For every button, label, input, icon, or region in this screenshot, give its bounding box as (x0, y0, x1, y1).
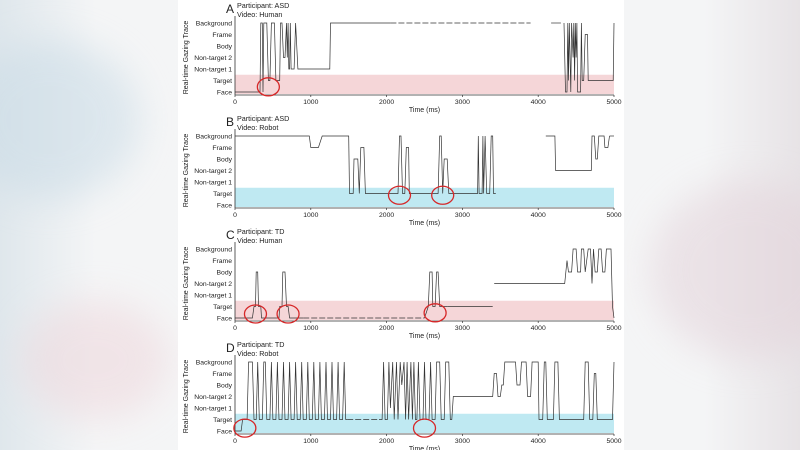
panel-b-x-tick-label: 0 (233, 212, 237, 219)
panel-d-y-tick-label: Body (217, 382, 233, 389)
panel-a-x-tick-label: 5000 (606, 99, 621, 106)
panel-c-gaze-trace-c (494, 248, 615, 319)
panel-b-highlight-band (235, 187, 614, 207)
panel-c-x-tick-label: 2000 (379, 325, 394, 332)
panel-d-highlight-circle (233, 418, 257, 438)
panel-c-gaze-trace (235, 271, 304, 319)
panel-c-gaze-trace-extra (424, 271, 448, 319)
panel-b-participant: Participant: ASD (237, 114, 289, 123)
panel-b-video: Video: Robot (237, 123, 278, 132)
panel-c-x-tick-label: 3000 (455, 325, 470, 332)
panel-c-highlight-circle (423, 303, 447, 323)
panel-a-participant: Participant: ASD (237, 1, 289, 10)
panel-a-x-tick-label: 3000 (455, 99, 470, 106)
panel-a-gaze-trace-b (563, 22, 615, 93)
panel-a-gaze-trace (235, 22, 391, 93)
panel-a-highlight-circle (256, 77, 281, 97)
panel-d-x-axis-label: Time (ms) (409, 446, 440, 450)
panel-c-x-tick-label: 0 (233, 325, 237, 332)
panel-a-x-axis-label: Time (ms) (409, 107, 440, 114)
panel-a-y-tick-label: Target (213, 78, 232, 85)
panel-d-y-tick-label: Non-target 1 (194, 405, 232, 412)
panel-d-highlight-band (235, 413, 614, 433)
panel-b-x-tick-label: 5000 (606, 212, 621, 219)
panel-c-y-tick-label: Non-target 1 (194, 292, 232, 299)
panel-a-label: A (226, 2, 234, 16)
panel-a-x-tick-label: 0 (233, 99, 237, 106)
panel-d-y-axis-label: Real-time Gazing Trace (183, 360, 190, 434)
panel-c-label: C (226, 228, 235, 242)
panel-c-y-tick-label: Body (217, 269, 233, 276)
panel-d-y-tick-label: Non-target 2 (194, 394, 232, 401)
panel-d-y-tick-label: Frame (212, 371, 232, 378)
panel-c-x-axis-label: Time (ms) (409, 333, 440, 340)
panel-c-participant: Participant: TD (237, 227, 284, 236)
panel-d-y-tick-label: Target (213, 417, 232, 424)
panel-c-y-tick-label: Face (217, 315, 232, 322)
panel-c-y-tick-label: Target (213, 304, 232, 311)
panel-c-y-axis-label: Real-time Gazing Trace (183, 247, 190, 321)
panel-b-y-axis-label: Real-time Gazing Trace (183, 134, 190, 208)
panel-b-y-tick-label: Frame (212, 145, 232, 152)
panel-d-gaze-trace-c (568, 361, 615, 420)
panel-b-x-axis-label: Time (ms) (409, 220, 440, 227)
figure-panel: A Participant: ASD Video: Human Face Target N… (178, 0, 624, 450)
panel-a-y-tick-label: Non-target 1 (194, 66, 232, 73)
panel-b-gaze-trace-b (545, 135, 610, 171)
panel-b-x-tick-label: 4000 (531, 212, 546, 219)
panel-a-video: Video: Human (237, 10, 282, 19)
panel-b-y-tick-label: Target (213, 191, 232, 198)
panel-b-x-tick-label: 3000 (455, 212, 470, 219)
panel-c-highlight-circle (243, 304, 268, 324)
panel-a-y-tick-label: Frame (212, 32, 232, 39)
panel-a-y-tick-label: Face (217, 89, 232, 96)
panel-c-y-tick-label: Background (196, 246, 232, 253)
panel-b-highlight-circle (431, 185, 455, 205)
panel-d-gaze-trace (235, 361, 348, 432)
panel-d-y-tick-label: Face (217, 428, 232, 435)
panel-d-x-tick-label: 2000 (379, 438, 394, 445)
panel-c-x-tick-label: 4000 (531, 325, 546, 332)
panel-b-highlight-circle (387, 185, 412, 205)
panel-b-x-tick-label: 2000 (379, 212, 394, 219)
panel-d-x-tick-label: 0 (233, 438, 237, 445)
panel-d-gaze-trace-b (379, 361, 569, 420)
panel-b-gaze-trace (235, 135, 496, 194)
panel-c-highlight-circle (276, 304, 300, 324)
panel-a-y-tick-label: Body (217, 43, 233, 50)
panel-a-highlight-band (235, 74, 614, 94)
panel-b-y-tick-label: Non-target 1 (194, 179, 232, 186)
panel-c-x-tick-label: 5000 (606, 325, 621, 332)
panel-c-x-tick-label: 1000 (303, 325, 318, 332)
panel-d-highlight-circle (412, 418, 437, 438)
panel-a-x-tick-label: 1000 (303, 99, 318, 106)
panel-a-y-axis-label: Real-time Gazing Trace (183, 21, 190, 95)
panel-d-x-tick-label: 3000 (455, 438, 470, 445)
panel-b-y-tick-label: Face (217, 202, 232, 209)
panel-b-x-tick-label: 1000 (303, 212, 318, 219)
panel-a-y-tick-label: Non-target 2 (194, 55, 232, 62)
panel-b-y-tick-label: Body (217, 156, 233, 163)
panel-d-y-tick-label: Background (196, 359, 232, 366)
panel-c-video: Video: Human (237, 236, 282, 245)
panel-b-label: B (226, 115, 234, 129)
panel-c-y-tick-label: Frame (212, 258, 232, 265)
panel-c-y-tick-label: Non-target 2 (194, 281, 232, 288)
panel-b-y-tick-label: Background (196, 133, 232, 140)
panel-d-x-tick-label: 1000 (303, 438, 318, 445)
panel-a-y-tick-label: Background (196, 20, 232, 27)
panel-d-participant: Participant: TD (237, 340, 284, 349)
panel-d-video: Video: Robot (237, 349, 278, 358)
panel-a-x-tick-label: 2000 (379, 99, 394, 106)
panel-b-y-tick-label: Non-target 2 (194, 168, 232, 175)
panel-d-x-tick-label: 5000 (606, 438, 621, 445)
panel-a-x-tick-label: 4000 (531, 99, 546, 106)
panel-d-label: D (226, 341, 235, 355)
panel-d-x-tick-label: 4000 (531, 438, 546, 445)
